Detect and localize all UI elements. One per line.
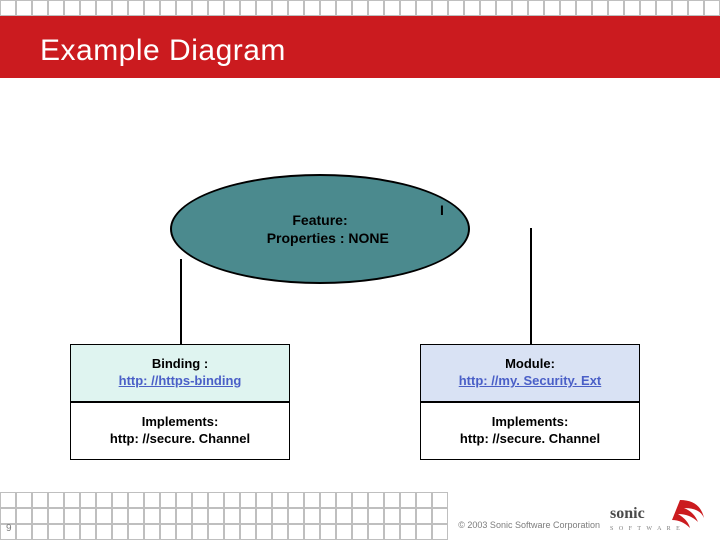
- logo-main-text: sonic: [610, 505, 645, 522]
- module-impl-line2: http: //secure. Channel: [460, 431, 600, 448]
- feature-label-line2: Properties : NONE: [267, 230, 389, 246]
- page-title: Example Diagram: [40, 34, 286, 68]
- binding-label: Binding :: [152, 356, 208, 373]
- binding-box: Binding : http: //https-binding: [70, 344, 290, 402]
- decor-squares-top-2: [0, 0, 720, 16]
- copyright-text: © 2003 Sonic Software Corporation: [458, 520, 600, 530]
- connector-right: [530, 228, 532, 344]
- page-number: 9: [6, 523, 12, 534]
- binding-impl-line2: http: //secure. Channel: [110, 431, 250, 448]
- binding-link[interactable]: http: //https-binding: [119, 373, 242, 390]
- connector-left: [180, 259, 182, 344]
- logo-sub-text: S O F T W A R E: [610, 526, 682, 532]
- binding-impl-line1: Implements:: [142, 414, 219, 431]
- stray-letter-i: I: [440, 202, 444, 218]
- diagram-canvas: Feature: Properties : NONE I Binding : h…: [0, 78, 720, 498]
- module-link[interactable]: http: //my. Security. Ext: [459, 373, 602, 390]
- module-implements-box: Implements: http: //secure. Channel: [420, 402, 640, 460]
- module-impl-line1: Implements:: [492, 414, 569, 431]
- module-label: Module:: [505, 356, 555, 373]
- feature-label-line1: Feature:: [292, 212, 347, 228]
- module-box: Module: http: //my. Security. Ext: [420, 344, 640, 402]
- feature-node: Feature: Properties : NONE: [170, 174, 470, 284]
- binding-implements-box: Implements: http: //secure. Channel: [70, 402, 290, 460]
- sonic-logo: sonic S O F T W A R E: [608, 498, 708, 534]
